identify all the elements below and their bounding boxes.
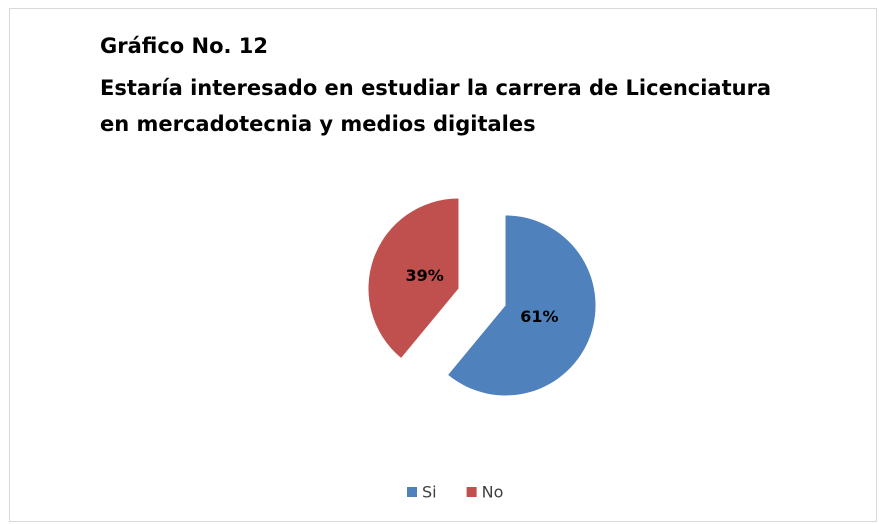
legend-swatch	[466, 487, 477, 497]
data-label: 61%	[520, 307, 558, 326]
chart-subtitle: Estaría interesado en estudiar la carrer…	[100, 76, 772, 136]
legend-label: Si	[422, 483, 437, 502]
legend-swatch	[407, 487, 417, 497]
pie-slice	[448, 215, 596, 396]
legend-label: No	[482, 483, 504, 502]
chart-title: Gráfico No. 12	[100, 34, 269, 58]
pie-slice	[368, 198, 459, 358]
data-label: 39%	[405, 266, 443, 285]
chart-frame	[9, 8, 877, 522]
